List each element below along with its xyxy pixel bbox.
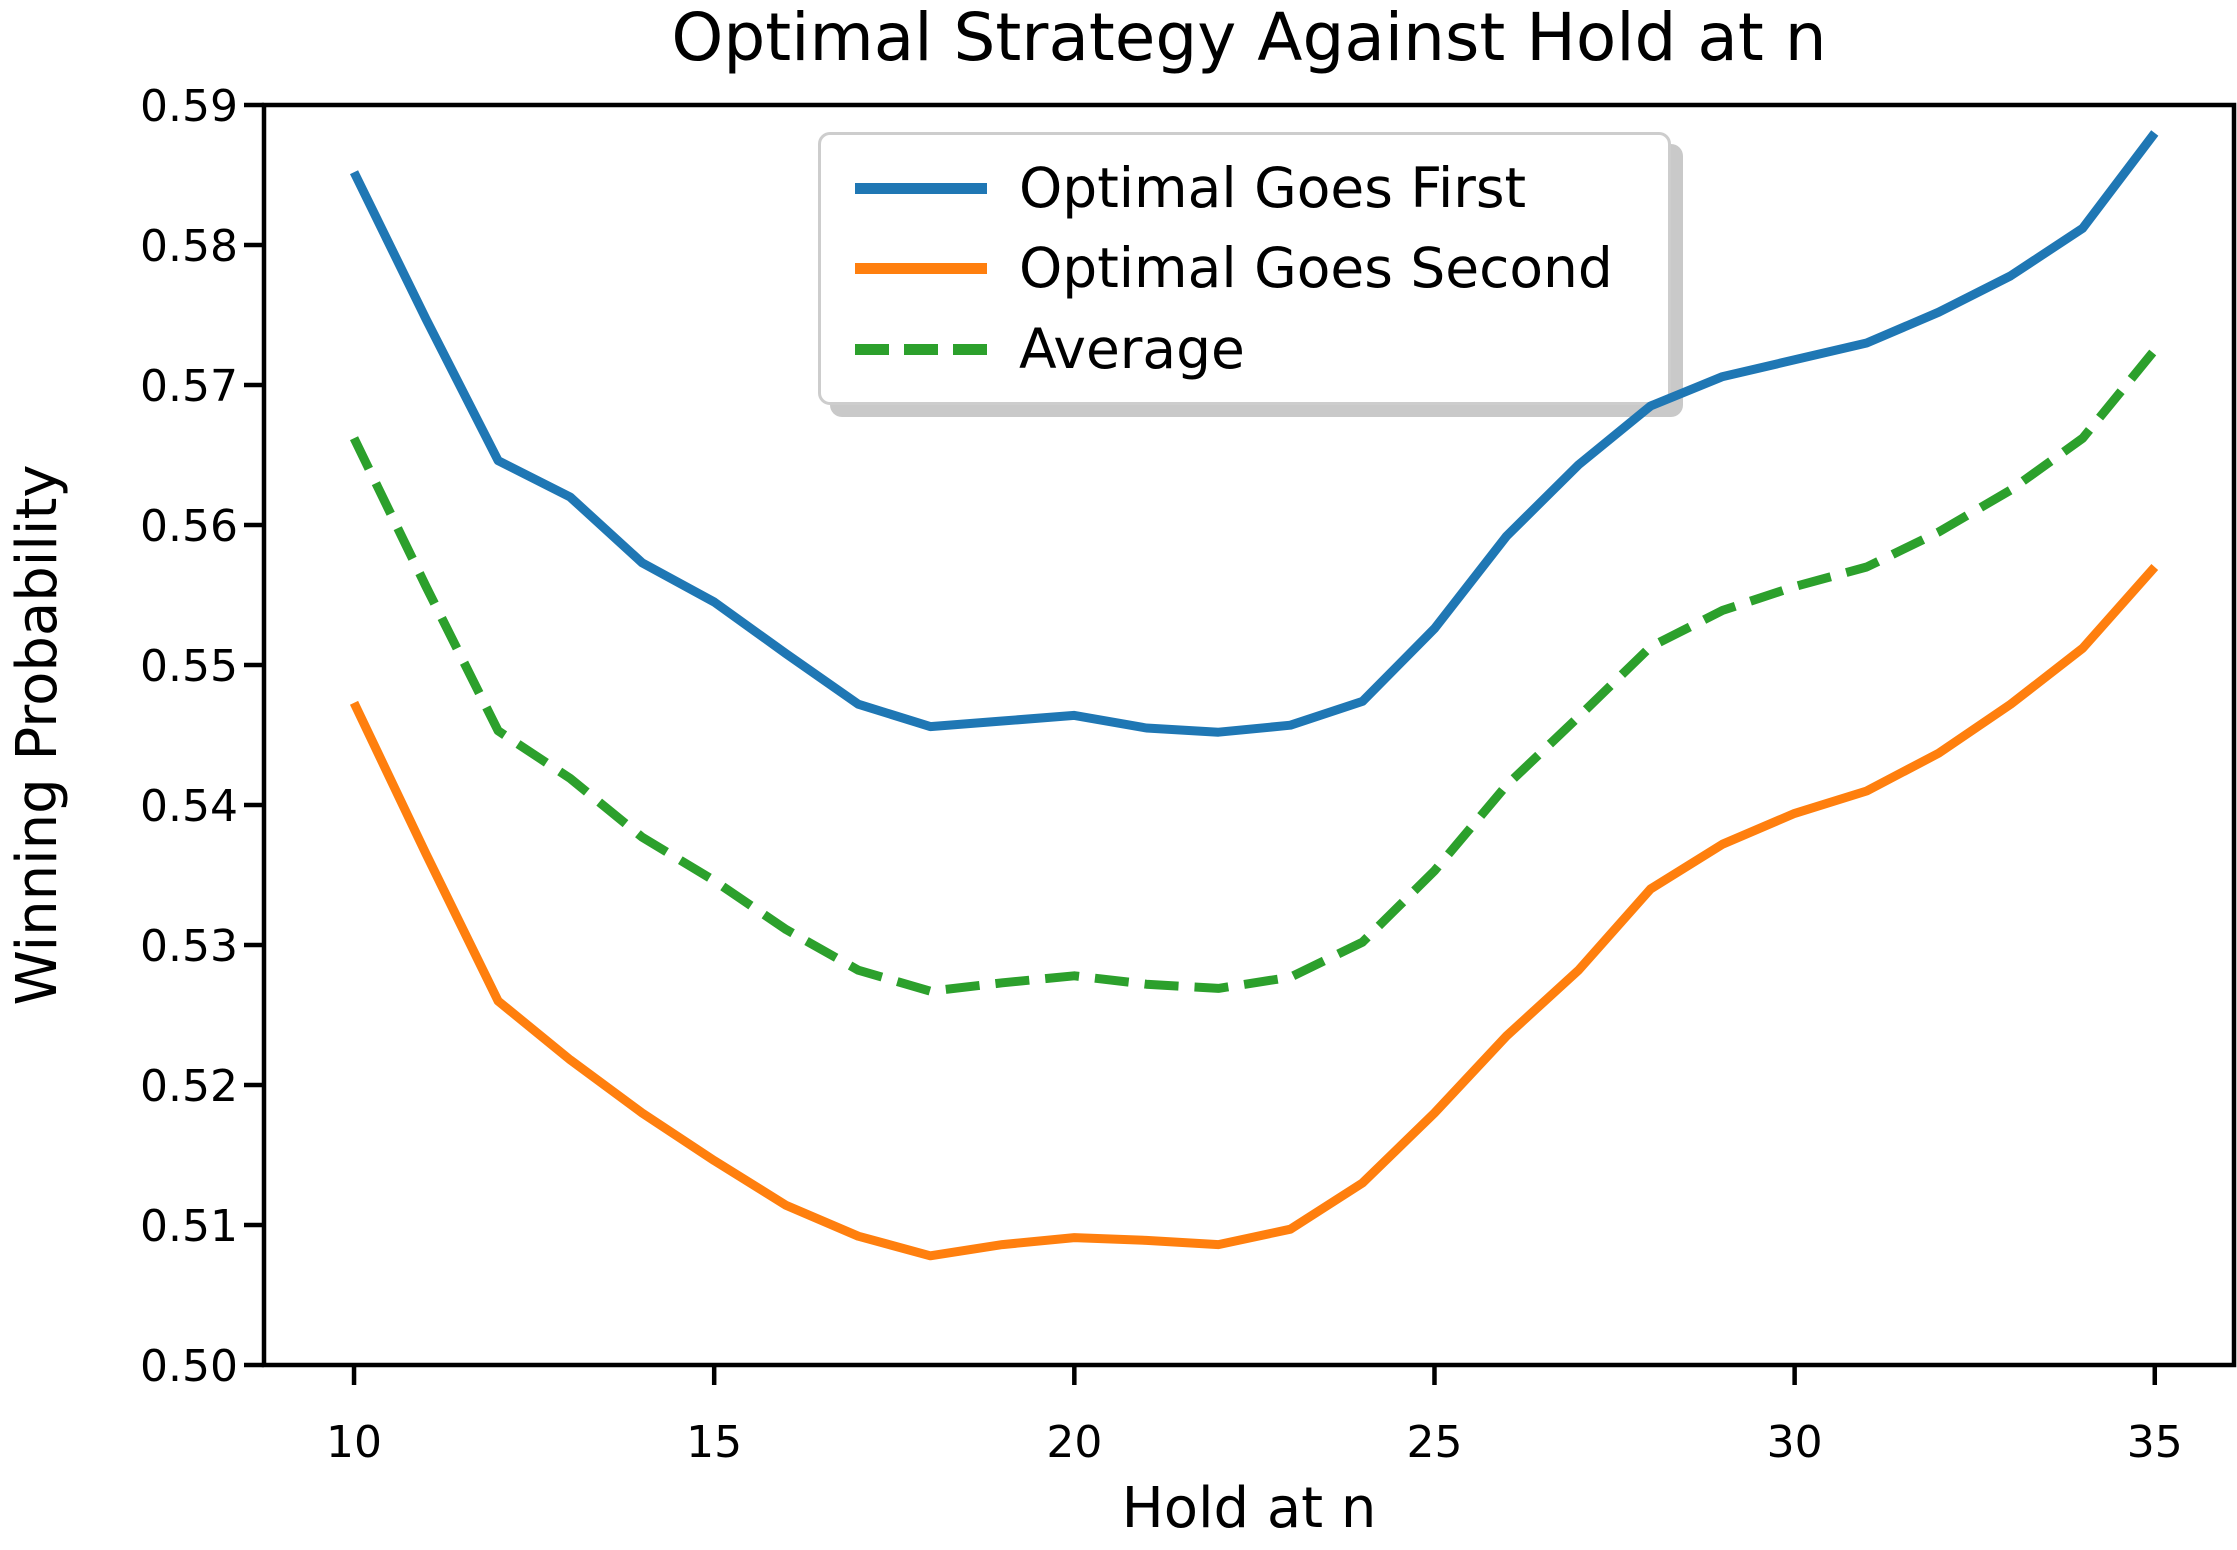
y-tick-label: 0.51 <box>140 1201 238 1252</box>
y-axis-label: Winning Probability <box>5 464 71 1006</box>
series-line-average <box>349 347 2159 996</box>
x-tick-label: 15 <box>686 1417 742 1468</box>
legend-line-swatch-first <box>855 182 987 194</box>
x-tick-label: 20 <box>1046 1417 1102 1468</box>
y-tick-label: 0.54 <box>140 781 238 832</box>
x-tick-label: 30 <box>1767 1417 1823 1468</box>
legend-label: Optimal Goes First <box>1019 155 1527 220</box>
legend: Optimal Goes First Optimal Goes Second A… <box>818 132 1671 405</box>
y-tick-label: 0.53 <box>140 921 238 972</box>
x-axis-label: Hold at n <box>1121 1476 1377 1541</box>
legend-label: Average <box>1019 316 1245 381</box>
legend-item-optimal-goes-second: Optimal Goes Second <box>855 241 1668 296</box>
y-tick-label: 0.57 <box>140 361 238 412</box>
x-tick-label: 10 <box>326 1417 382 1468</box>
chart-title: Optimal Strategy Against Hold at n <box>671 0 1827 76</box>
y-tick-label: 0.50 <box>140 1341 238 1392</box>
legend-line-swatch-second <box>855 263 987 274</box>
y-tick-label: 0.56 <box>140 501 238 552</box>
y-tick-label: 0.59 <box>140 81 238 132</box>
legend-item-average: Average <box>855 316 1668 381</box>
y-tick-label: 0.58 <box>140 221 238 272</box>
series-line-optimal-goes-second <box>349 564 2159 1261</box>
x-tick-label: 35 <box>2127 1417 2183 1468</box>
x-tick-label: 25 <box>1406 1417 1462 1468</box>
y-tick-label: 0.52 <box>140 1061 238 1112</box>
legend-line-swatch-average <box>855 343 987 355</box>
y-tick-label: 0.55 <box>140 641 238 692</box>
legend-label: Optimal Goes Second <box>1019 236 1613 300</box>
legend-item-optimal-goes-first: Optimal Goes First <box>855 155 1668 220</box>
